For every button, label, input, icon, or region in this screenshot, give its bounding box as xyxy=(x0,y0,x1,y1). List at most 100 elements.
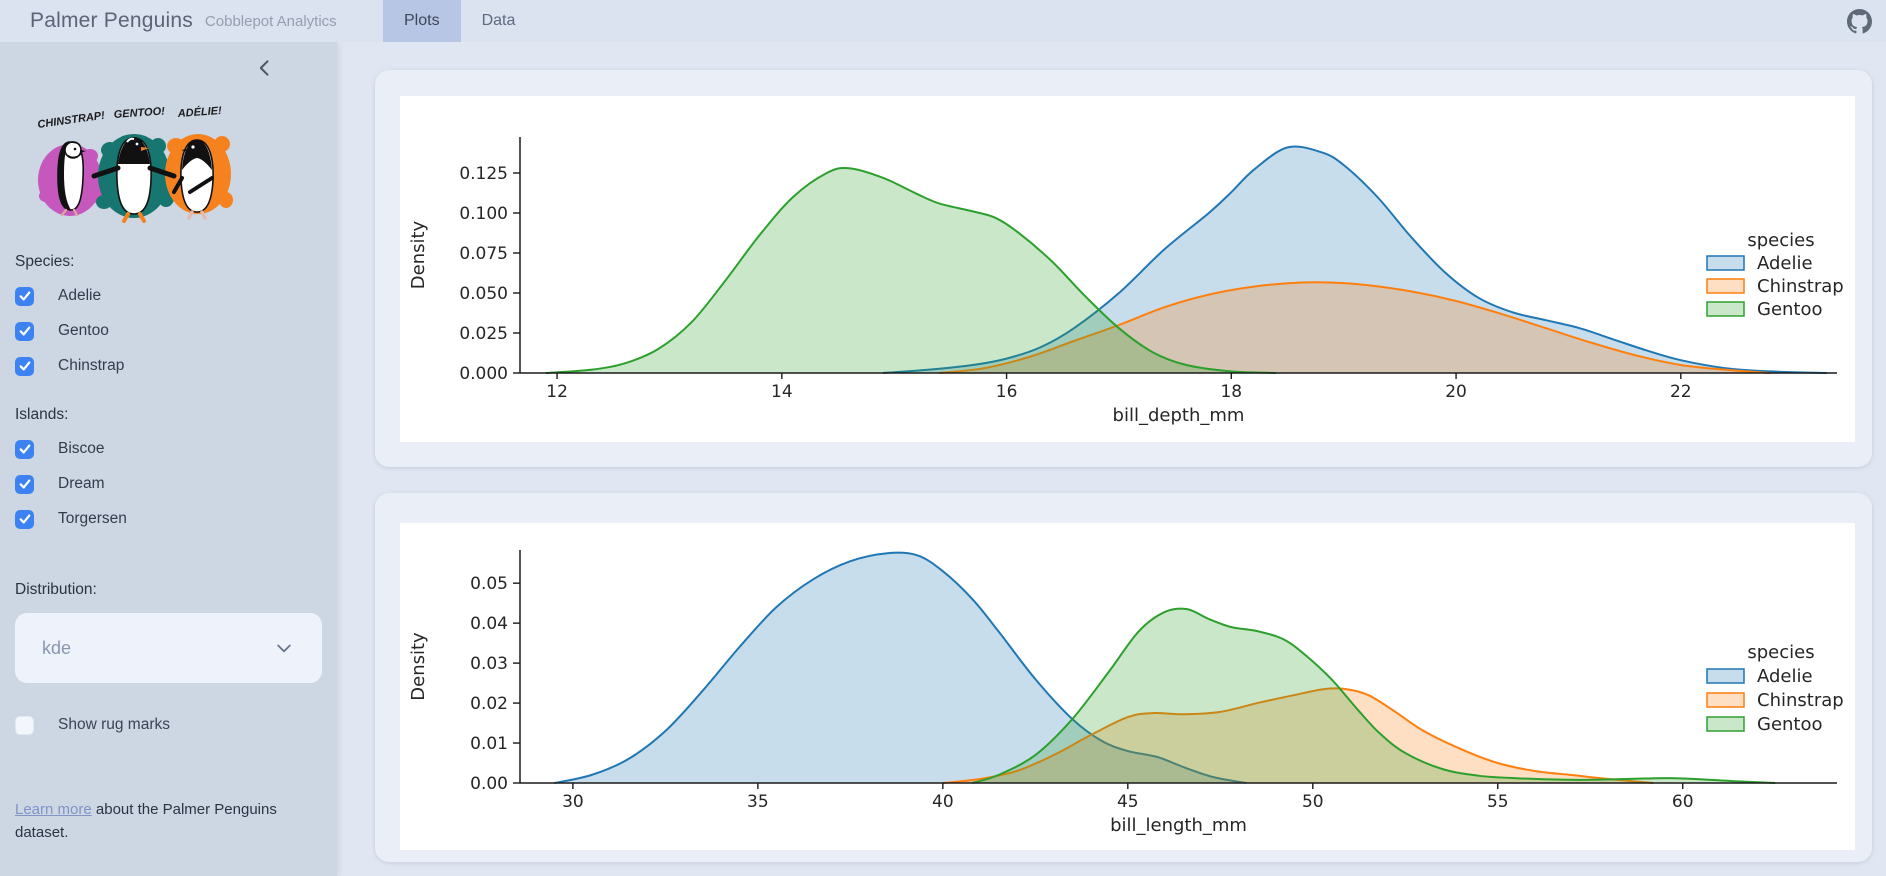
app-header: Palmer Penguins Cobblepot Analytics Plot… xyxy=(0,0,1886,42)
legend-label-adelie: Adelie xyxy=(1757,666,1813,687)
density-plot-bill-length-mm: 30 35 40 45 50 55 60 0.00 0.01 0.02 0.03 0.04 0.05 bi… xyxy=(408,550,1844,836)
chinstrap-splash-label: CHINSTRAP! xyxy=(37,110,106,131)
sidebar-collapse-row xyxy=(0,42,337,84)
app-title: Palmer Penguins xyxy=(30,9,193,32)
y-tick-label: 0.02 xyxy=(470,694,508,714)
legend-swatch-adelie xyxy=(1706,668,1745,684)
distribution-select[interactable]: kde xyxy=(15,613,322,683)
species-option-label: Adelie xyxy=(58,287,102,304)
kde-area-chinstrap xyxy=(939,282,1771,373)
legend-label-chinstrap: Chinstrap xyxy=(1757,690,1844,711)
islands-option-label: Dream xyxy=(58,475,105,492)
bill-length-figure: 30 35 40 45 50 55 60 0.00 0.01 0.02 0.03 0.04 0.05 bi… xyxy=(400,523,1855,850)
x-tick-label: 55 xyxy=(1487,792,1509,812)
species-group-label: Species: xyxy=(15,253,75,270)
penguins-artwork-image: CHINSTRAP! GENTOO! ADÉLIE! xyxy=(37,104,233,223)
rug-marks-row: Show rug marks xyxy=(15,715,337,735)
checkbox-gentoo[interactable] xyxy=(15,321,34,341)
y-tick-label: 0.050 xyxy=(459,284,508,304)
learn-more-link[interactable]: Learn more xyxy=(15,801,92,818)
islands-group-label: Islands: xyxy=(15,406,69,423)
bill-depth-figure: 12 14 16 18 20 22 0.000 0.025 0.050 0.075 0.100 0.1… xyxy=(400,96,1855,442)
x-tick-label: 14 xyxy=(771,382,793,402)
kde-area-adelie xyxy=(882,146,1827,373)
kde-area-adelie xyxy=(554,552,1247,783)
islands-option-label: Biscoe xyxy=(58,440,105,457)
chinstrap-penguin xyxy=(57,141,86,217)
checkbox-chinstrap[interactable] xyxy=(15,356,34,376)
bill-depth-card: 12 14 16 18 20 22 0.000 0.025 0.050 0.075 0.100 0.1… xyxy=(375,70,1872,467)
species-option-label: Gentoo xyxy=(58,322,109,339)
legend-title: species xyxy=(1747,642,1814,663)
tab-plots[interactable]: Plots xyxy=(383,0,461,42)
x-tick-label: 12 xyxy=(546,382,568,402)
islands-option-dream: Dream xyxy=(15,474,337,494)
kde-area-gentoo xyxy=(972,608,1776,783)
sidebar: CHINSTRAP! GENTOO! ADÉLIE! Species: Adel… xyxy=(0,42,337,876)
checkbox-dream[interactable] xyxy=(15,474,34,494)
chevron-down-icon xyxy=(274,638,294,658)
y-tick-label: 0.04 xyxy=(470,614,508,634)
y-tick-label: 0.100 xyxy=(459,204,508,224)
checkbox-show-rug-marks[interactable] xyxy=(15,715,34,735)
x-tick-label: 35 xyxy=(747,792,769,812)
x-axis-label: bill_length_mm xyxy=(1110,815,1247,836)
kde-line-chinstrap xyxy=(942,687,1654,784)
github-icon[interactable] xyxy=(1847,9,1872,34)
legend-swatch-adelie xyxy=(1706,255,1745,271)
nav-tabs: Plots Data xyxy=(383,0,536,42)
y-axis-label: Density xyxy=(408,220,429,289)
legend-swatch-chinstrap xyxy=(1706,278,1745,294)
y-tick-label: 0.125 xyxy=(459,164,508,184)
brand: Palmer Penguins Cobblepot Analytics xyxy=(30,0,337,42)
bill-length-card: 30 35 40 45 50 55 60 0.00 0.01 0.02 0.03 0.04 0.05 bi… xyxy=(375,493,1872,862)
tab-data[interactable]: Data xyxy=(481,12,516,29)
checkbox-biscoe[interactable] xyxy=(15,439,34,459)
distribution-selected-value: kde xyxy=(42,637,72,658)
x-tick-label: 50 xyxy=(1302,792,1324,812)
x-tick-label: 18 xyxy=(1220,382,1242,402)
y-tick-label: 0.01 xyxy=(470,734,508,754)
y-tick-label: 0.00 xyxy=(470,774,508,794)
x-tick-label: 40 xyxy=(932,792,954,812)
legend-label-gentoo: Gentoo xyxy=(1757,714,1823,735)
legend-label-gentoo: Gentoo xyxy=(1757,299,1823,320)
species-option-adelie: Adelie xyxy=(15,286,337,306)
x-tick-label: 45 xyxy=(1117,792,1139,812)
sidebar-footer: Learn more about the Palmer Penguins dat… xyxy=(15,799,322,844)
kde-line-chinstrap xyxy=(939,281,1771,374)
checkbox-adelie[interactable] xyxy=(15,286,34,306)
y-tick-label: 0.025 xyxy=(459,324,508,344)
species-checkbox-group: Adelie Gentoo Chinstrap xyxy=(0,286,337,376)
legend-label-chinstrap: Chinstrap xyxy=(1757,276,1844,297)
kde-area-gentoo xyxy=(545,167,1277,373)
species-option-label: Chinstrap xyxy=(58,357,125,374)
legend-title: species xyxy=(1747,230,1814,251)
y-tick-label: 0.03 xyxy=(470,654,508,674)
checkbox-torgersen[interactable] xyxy=(15,509,34,529)
x-tick-label: 20 xyxy=(1445,382,1467,402)
collapse-sidebar-icon[interactable] xyxy=(255,58,275,78)
gentoo-penguin xyxy=(91,137,177,223)
x-axis-label: bill_depth_mm xyxy=(1113,405,1245,426)
kde-line-gentoo xyxy=(972,607,1776,784)
legend-swatch-chinstrap xyxy=(1706,692,1745,708)
y-tick-label: 0.000 xyxy=(459,364,508,384)
main-content: 12 14 16 18 20 22 0.000 0.025 0.050 0.075 0.100 0.1… xyxy=(337,42,1886,876)
islands-option-torgersen: Torgersen xyxy=(15,509,337,529)
rug-marks-label: Show rug marks xyxy=(58,716,170,733)
islands-checkbox-group: Biscoe Dream Torgersen xyxy=(0,439,337,529)
gentoo-splash-label: GENTOO! xyxy=(113,105,165,121)
app-subtitle: Cobblepot Analytics xyxy=(204,12,337,30)
species-option-chinstrap: Chinstrap xyxy=(15,356,337,376)
x-tick-label: 60 xyxy=(1672,792,1694,812)
x-tick-label: 16 xyxy=(996,382,1018,402)
species-option-gentoo: Gentoo xyxy=(15,321,337,341)
adelie-splash-label: ADÉLIE! xyxy=(176,104,222,120)
adelie-penguin xyxy=(172,139,214,220)
x-tick-label: 30 xyxy=(562,792,584,812)
islands-option-biscoe: Biscoe xyxy=(15,439,337,459)
distribution-label: Distribution: xyxy=(15,581,97,598)
kde-line-adelie xyxy=(882,145,1827,374)
